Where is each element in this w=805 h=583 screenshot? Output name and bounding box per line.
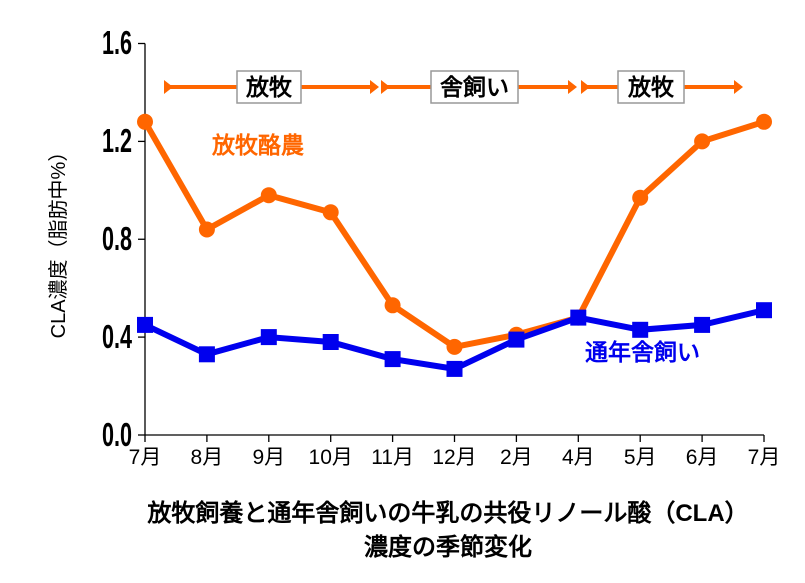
svg-text:1.6: 1.6 <box>102 24 132 61</box>
svg-text:6月: 6月 <box>686 446 719 469</box>
svg-text:12月: 12月 <box>432 446 476 469</box>
svg-text:0.4: 0.4 <box>102 318 132 355</box>
svg-text:0.8: 0.8 <box>102 220 132 257</box>
svg-text:放牧酪農: 放牧酪農 <box>211 132 304 158</box>
svg-text:4月: 4月 <box>562 446 595 469</box>
svg-text:9月: 9月 <box>252 446 285 469</box>
svg-text:10月: 10月 <box>309 446 353 469</box>
svg-text:7月: 7月 <box>129 446 162 469</box>
svg-text:2月: 2月 <box>500 446 533 469</box>
svg-text:7月: 7月 <box>748 446 781 469</box>
svg-text:CLA濃度（脂肪中%）: CLA濃度（脂肪中%） <box>47 142 70 339</box>
svg-text:0.0: 0.0 <box>102 416 132 453</box>
svg-text:8月: 8月 <box>191 446 224 469</box>
svg-text:放牧: 放牧 <box>245 74 293 100</box>
svg-text:11月: 11月 <box>371 446 414 469</box>
svg-text:濃度の季節変化: 濃度の季節変化 <box>364 533 532 561</box>
svg-text:舎飼い: 舎飼い <box>440 74 509 100</box>
svg-text:放牧飼養と通年舎飼いの牛乳の共役リノール酸（CLA）: 放牧飼養と通年舎飼いの牛乳の共役リノール酸（CLA） <box>146 499 748 527</box>
svg-text:放牧: 放牧 <box>627 74 675 100</box>
svg-text:1.2: 1.2 <box>102 122 132 159</box>
svg-text:5月: 5月 <box>624 446 657 469</box>
svg-text:通年舎飼い: 通年舎飼い <box>585 339 700 365</box>
